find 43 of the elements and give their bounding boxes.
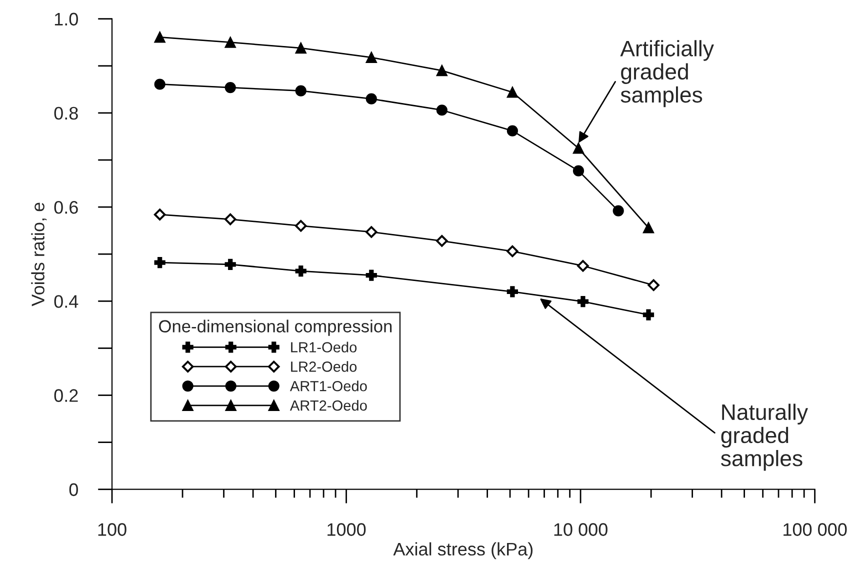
y-tick-label: 0.2: [54, 389, 78, 402]
point: [154, 257, 166, 268]
point: [154, 32, 166, 43]
legend-label: ART1-Oedo: [290, 380, 367, 392]
point: [648, 279, 660, 292]
point: [295, 265, 306, 277]
legend-title: One-dimensional compression: [159, 320, 392, 336]
x-tick-label: 1000: [328, 523, 366, 536]
y-tick-label: 1.0: [54, 12, 78, 26]
point: [436, 235, 448, 247]
annotation: Naturally graded samples: [720, 404, 808, 471]
point: [224, 82, 236, 94]
point: [294, 220, 307, 232]
legend-label: ART2-Oedo: [290, 400, 367, 411]
point: [224, 36, 236, 48]
point: [506, 86, 518, 98]
point: [366, 226, 378, 238]
point: [224, 213, 236, 226]
point: [154, 208, 166, 220]
point: [506, 125, 518, 136]
x-axis-title: Axial stress (kPa): [393, 542, 533, 560]
point: [366, 52, 377, 63]
annotation: Artificially graded samples: [620, 40, 714, 108]
point: [506, 245, 518, 258]
y-tick-label: 0.6: [54, 200, 78, 214]
point: [366, 93, 377, 104]
point: [366, 270, 377, 281]
point: [436, 65, 448, 76]
point: [295, 85, 306, 96]
point: [436, 104, 448, 116]
legend-label: LR1-Oedo: [291, 342, 357, 352]
x-tick-label: 10 000: [554, 523, 608, 536]
y-axis-title: Voids ratio, e: [31, 202, 47, 306]
y-tick-label: 0.4: [54, 295, 78, 308]
x-tick-label: 100: [98, 523, 126, 536]
y-tick-label: 0: [69, 483, 78, 496]
x-tick-label: 100 000: [784, 523, 847, 536]
point: [295, 42, 306, 54]
point: [154, 78, 166, 90]
y-tick-label: 0.8: [54, 106, 78, 120]
point: [224, 258, 236, 270]
point: [577, 260, 589, 272]
legend-label: LR2-Oedo: [291, 361, 357, 372]
